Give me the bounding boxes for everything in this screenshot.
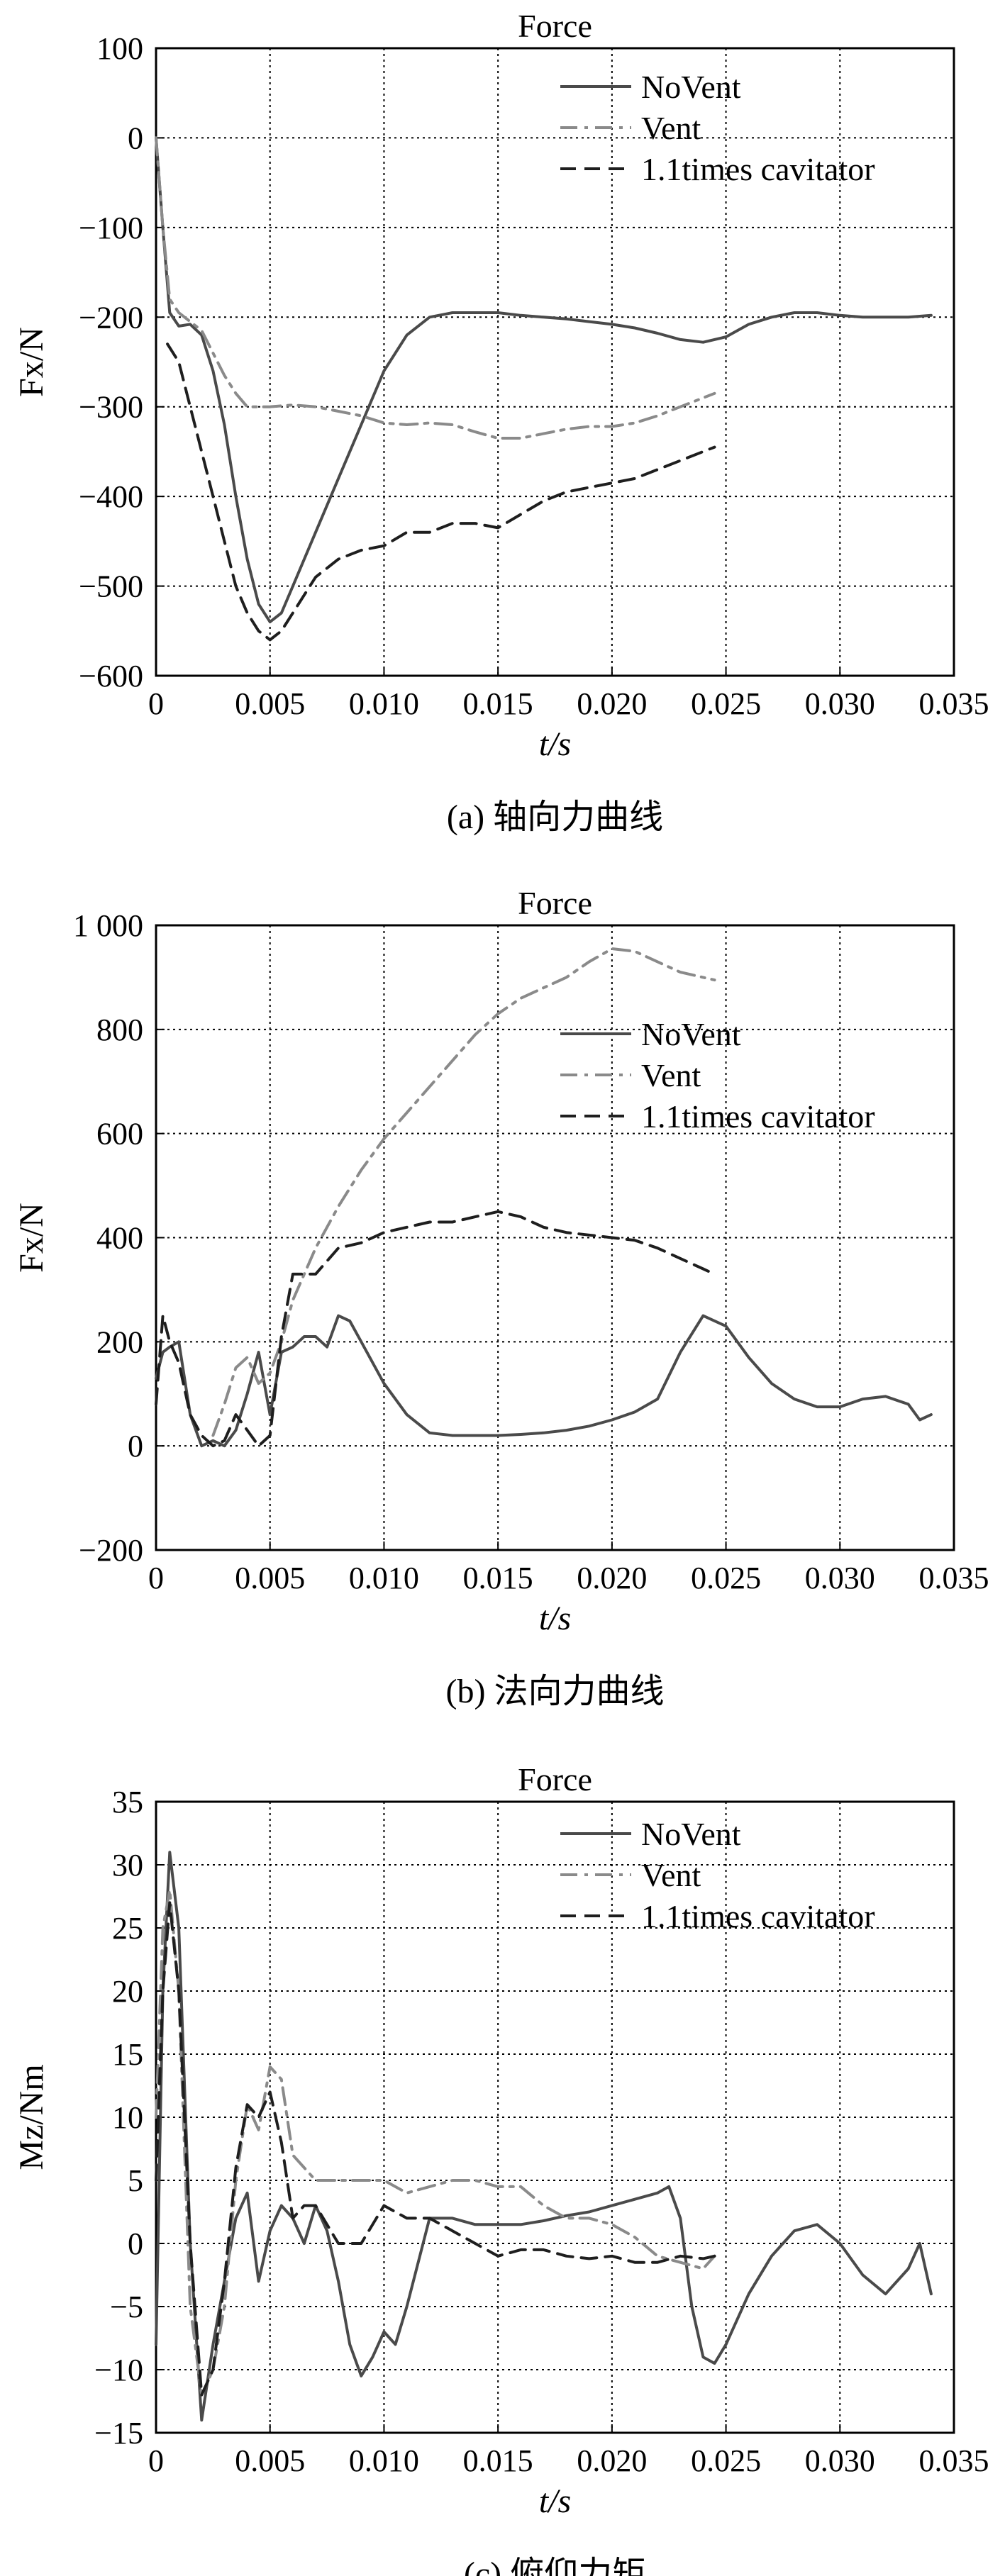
x-tick-label: 0.025: [691, 1561, 761, 1595]
y-tick-label: 800: [96, 1013, 143, 1047]
chart-title: Force: [518, 8, 592, 44]
y-tick-label: −300: [79, 390, 143, 425]
x-tick-label: 0.010: [349, 1561, 419, 1595]
x-tick-label: 0.010: [349, 686, 419, 721]
y-tick-label: 20: [112, 1974, 143, 2009]
series-line-vent: [211, 947, 716, 1437]
y-tick-label: 10: [112, 2100, 143, 2135]
x-tick-label: 0.015: [463, 2443, 533, 2478]
legend-label: NoVent: [641, 69, 741, 105]
y-tick-label: 5: [128, 2163, 143, 2198]
y-tick-label: −100: [79, 211, 143, 245]
x-tick-label: 0.030: [805, 1561, 875, 1595]
series-line-1-1times-cavitator: [155, 1901, 716, 2397]
y-tick-label: −10: [94, 2353, 143, 2387]
y-tick-label: 200: [96, 1325, 143, 1359]
chart-axial-force: 0 0.005 0.010 0.015 0.020 0.025 0.030 0.035 −600…: [13, 8, 989, 836]
y-tick-label: −400: [79, 479, 143, 514]
legend-label: Vent: [641, 1057, 701, 1093]
series-line-1-1times-cavitator: [155, 1210, 716, 1448]
x-tick-label: 0.030: [805, 686, 875, 721]
x-tick-label: 0.035: [919, 686, 989, 721]
legend-label: 1.1times cavitator: [641, 1898, 875, 1934]
y-tick-label: −200: [79, 1533, 143, 1568]
legend-label: 1.1times cavitator: [641, 151, 875, 187]
plot-frame: [155, 47, 955, 677]
legend-label: 1.1times cavitator: [641, 1098, 875, 1134]
chart-title: Force: [518, 885, 592, 921]
y-tick-label: 400: [96, 1221, 143, 1256]
y-tick-label: 0: [128, 1429, 143, 1463]
series-line-novent: [155, 1851, 933, 2422]
y-tick-label: 1 000: [73, 908, 143, 943]
chart-pitching-moment: 0 0.005 0.010 0.015 0.020 0.025 0.030 0.035 −15 −…: [13, 1761, 989, 2576]
series-line-novent: [155, 1314, 933, 1448]
chart-normal-force: 0 0.005 0.010 0.015 0.020 0.025 0.030 0.035 −200…: [13, 885, 989, 1710]
x-tick-label: 0.005: [235, 1561, 305, 1595]
y-tick-label: 15: [112, 2037, 143, 2072]
x-tick-label: 0.035: [919, 2443, 989, 2478]
x-tick-label: 0.020: [577, 1561, 647, 1595]
y-tick-label: 30: [112, 1848, 143, 1883]
y-tick-label: 600: [96, 1117, 143, 1152]
x-tick-label: 0.020: [577, 2443, 647, 2478]
y-tick-label: −15: [94, 2416, 143, 2450]
legend-label: NoVent: [641, 1016, 741, 1052]
series-line-1-1times-cavitator: [166, 342, 716, 642]
y-tick-label: −600: [79, 659, 143, 693]
legend-label: NoVent: [641, 1816, 741, 1852]
x-tick-label: 0.030: [805, 2443, 875, 2478]
y-tick-label: −500: [79, 569, 143, 604]
y-axis-label: Fx/N: [13, 1203, 50, 1273]
x-tick-label: 0.015: [463, 686, 533, 721]
x-tick-label: 0.015: [463, 1561, 533, 1595]
x-tick-label: 0.025: [691, 686, 761, 721]
x-tick-label: 0.025: [691, 2443, 761, 2478]
x-tick-label: 0: [148, 686, 164, 721]
y-tick-label: 100: [96, 31, 143, 66]
y-tick-label: 35: [112, 1785, 143, 1819]
x-axis-label: t/s: [539, 1600, 571, 1637]
chart-caption: (b) 法向力曲线: [446, 1673, 665, 1710]
x-tick-label: 0.035: [919, 1561, 989, 1595]
y-tick-label: 25: [112, 1911, 143, 1946]
chart-caption: (a) 轴向力曲线: [447, 798, 663, 836]
x-tick-label: 0.005: [235, 2443, 305, 2478]
y-tick-label: −200: [79, 300, 143, 335]
chart-title: Force: [518, 1761, 592, 1797]
x-tick-label: 0.010: [349, 2443, 419, 2478]
series-line-novent: [155, 136, 933, 624]
y-tick-label: 0: [128, 121, 143, 155]
y-axis-label: Fx/N: [13, 327, 50, 397]
chart-caption: (c) 俯仰力矩: [464, 2555, 646, 2576]
x-tick-label: 0.020: [577, 686, 647, 721]
x-tick-label: 0: [148, 2443, 164, 2478]
legend-label: Vent: [641, 110, 701, 146]
y-tick-label: −5: [110, 2290, 143, 2324]
y-axis-label: Mz/Nm: [13, 2064, 50, 2170]
x-tick-label: 0: [148, 1561, 164, 1595]
x-axis-label: t/s: [539, 725, 571, 763]
y-tick-label: 0: [128, 2226, 143, 2261]
legend-label: Vent: [641, 1857, 701, 1893]
x-axis-label: t/s: [539, 2482, 571, 2520]
x-tick-label: 0.005: [235, 686, 305, 721]
series-line-vent: [155, 136, 716, 440]
